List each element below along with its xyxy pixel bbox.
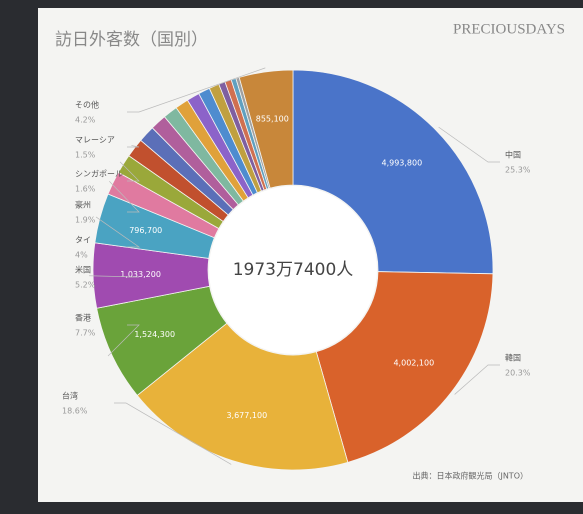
percent-label: 1.6% <box>75 185 96 194</box>
source: 出典：日本政府観光局（JNTO） <box>412 471 528 481</box>
percent-label: 4.2% <box>75 116 96 125</box>
value-label: 855,100 <box>256 114 289 123</box>
category-label: 豪州 <box>75 200 91 210</box>
percent-label: 1.9% <box>75 216 96 225</box>
page: 訪日外客数（国別） PRECIOUSDAYS 出典：日本政府観光局（JNTO） … <box>0 0 583 510</box>
value-label: 1,033,200 <box>120 270 161 279</box>
percent-label: 20.3% <box>505 369 531 378</box>
category-label: 香港 <box>75 313 91 323</box>
percent-label: 7.7% <box>75 329 96 338</box>
value-label: 4,002,100 <box>393 359 434 368</box>
percent-label: 1.5% <box>75 151 96 160</box>
value-label: 3,677,100 <box>226 411 267 420</box>
category-label: その他 <box>75 100 99 110</box>
value-label: 4,993,800 <box>381 159 422 168</box>
category-label: 米国 <box>75 265 91 275</box>
brand: PRECIOUSDAYS <box>453 21 565 37</box>
percent-label: 25.3% <box>505 166 531 175</box>
percent-label: 18.6% <box>62 407 88 416</box>
category-label: シンガポール <box>75 169 123 179</box>
value-label: 1,524,300 <box>134 330 175 339</box>
category-label: 台湾 <box>62 391 78 401</box>
center-label: 1973万7400人 <box>233 260 354 280</box>
category-label: マレーシア <box>75 136 115 145</box>
chart: 訪日外客数（国別） PRECIOUSDAYS 出典：日本政府観光局（JNTO） … <box>0 0 583 510</box>
percent-label: 5.2% <box>75 281 96 290</box>
chart-title: 訪日外客数（国別） <box>55 30 208 50</box>
category-label: 中国 <box>505 150 521 160</box>
percent-label: 4% <box>75 251 88 260</box>
value-label: 796,700 <box>129 226 162 235</box>
category-label: 韓国 <box>505 353 521 363</box>
category-label: タイ <box>75 236 91 245</box>
